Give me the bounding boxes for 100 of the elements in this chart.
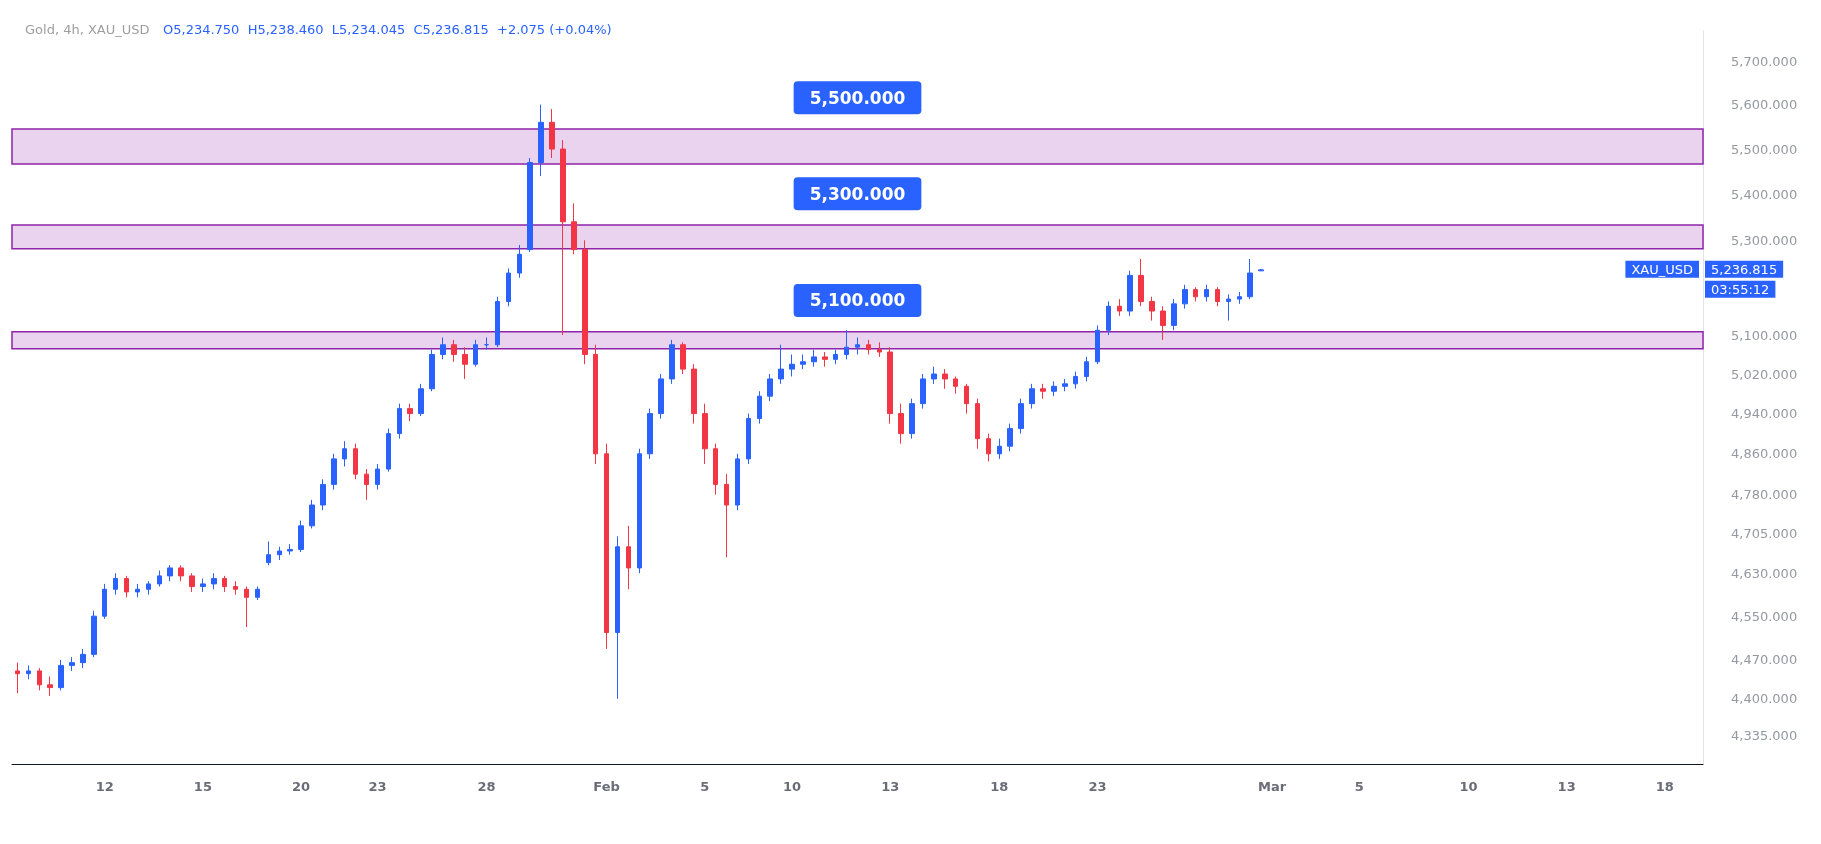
candlestick [91, 610, 97, 658]
candlestick [560, 139, 566, 336]
y-tick-label: 4,940.000 [1731, 406, 1798, 422]
chart-title: Gold, 4h, XAU_USD [25, 22, 150, 37]
x-tick-label: Feb [593, 779, 620, 794]
candlestick [669, 339, 675, 385]
candlestick [538, 104, 544, 177]
candlestick [997, 438, 1002, 460]
candlestick [1215, 286, 1220, 307]
candlestick [680, 341, 686, 375]
candlestick [124, 575, 129, 598]
candlestick [1204, 284, 1209, 302]
candlestick [1095, 324, 1100, 365]
candlestick [1182, 284, 1188, 310]
candlestick [113, 572, 118, 596]
x-tick-label: 23 [368, 779, 387, 794]
text: 5,236.815 [1711, 261, 1778, 277]
candlestick [615, 535, 620, 700]
candlestick [1127, 270, 1133, 317]
candlestick [495, 296, 500, 348]
candlestick [277, 546, 282, 561]
annotation: XAU_USD [1631, 261, 1693, 277]
candlestick [1106, 300, 1111, 336]
candlestick [626, 525, 631, 590]
y-tick-label: 5,020.000 [1731, 366, 1798, 382]
candlestick [549, 108, 555, 159]
x-tick-label: 12 [95, 779, 114, 794]
candlestick [975, 398, 980, 450]
candlestick [898, 403, 904, 445]
candlestick [397, 403, 402, 440]
candlestick [811, 349, 817, 368]
x-tick-label: 20 [292, 779, 311, 794]
candlestick [287, 543, 293, 556]
x-tick-label: 5 [700, 779, 710, 794]
candlestick [462, 346, 468, 380]
candlestick [1073, 371, 1078, 390]
candlestick [429, 349, 435, 392]
y-tick-label: 4,705.000 [1731, 526, 1798, 542]
candlestick [244, 586, 249, 628]
candlestick [331, 453, 337, 491]
candlestick [1171, 298, 1177, 331]
candlestick [887, 346, 893, 425]
candlestick [866, 339, 871, 355]
candlestick [309, 499, 315, 529]
candlestick [767, 373, 773, 402]
candlestick [266, 541, 271, 566]
candlestick [822, 351, 828, 368]
candlestick [375, 463, 380, 491]
candlestick [484, 336, 489, 351]
x-tick-label: 28 [477, 779, 496, 794]
candlestick [604, 443, 609, 650]
candlestick [1138, 258, 1144, 307]
candlestick [37, 667, 42, 691]
y-tick-label: 5,500.000 [1731, 141, 1798, 157]
y-tick-label: 4,335.000 [1731, 727, 1798, 743]
candlestick [211, 572, 217, 590]
candlestick [1040, 383, 1046, 400]
candlestick [233, 580, 238, 596]
y-tick-label: 5,300.000 [1731, 232, 1798, 248]
candlestick [931, 366, 937, 385]
x-tick-label: 15 [193, 779, 212, 794]
candlestick [1018, 398, 1024, 435]
y-tick-label: 5,400.000 [1731, 186, 1798, 202]
candlestick [1193, 286, 1198, 302]
x-tick-label: 18 [990, 779, 1009, 794]
candlestick [320, 478, 326, 511]
band-label: 5,500.000 [809, 87, 906, 108]
candlestick [1007, 423, 1013, 452]
candlestick [757, 390, 762, 425]
candlestick [418, 383, 424, 417]
candlestick [1051, 380, 1057, 397]
candlestick [1149, 296, 1155, 322]
candlestick [658, 373, 664, 420]
candlestick [146, 580, 151, 596]
candlestick [986, 433, 991, 462]
x-tick-label: 23 [1088, 779, 1107, 794]
x-tick-label: 13 [1557, 779, 1576, 794]
candlestick [571, 202, 577, 255]
text: 03:55:12 [1711, 281, 1770, 297]
x-tick-label: Mar [1258, 779, 1287, 794]
candlestick [735, 453, 740, 511]
y-tick-label: 4,400.000 [1731, 691, 1798, 707]
candlestick [167, 564, 173, 582]
candlestick [713, 443, 718, 496]
candlestick [298, 520, 304, 553]
y-tick-label: 4,630.000 [1731, 565, 1798, 581]
x-tick-label: 10 [1459, 779, 1478, 794]
candlestick [593, 344, 598, 465]
candlestick [157, 570, 162, 588]
candlestick [724, 473, 729, 558]
candlestick [222, 575, 227, 593]
candlestick [582, 239, 588, 365]
candlestick [473, 339, 478, 368]
candlestick [15, 662, 20, 694]
candlestick [877, 341, 882, 358]
candlestick [746, 413, 751, 465]
candlestick [200, 578, 206, 593]
y-tick-label: 4,550.000 [1731, 608, 1798, 624]
candlestick [789, 353, 795, 377]
candlestick [353, 443, 358, 480]
